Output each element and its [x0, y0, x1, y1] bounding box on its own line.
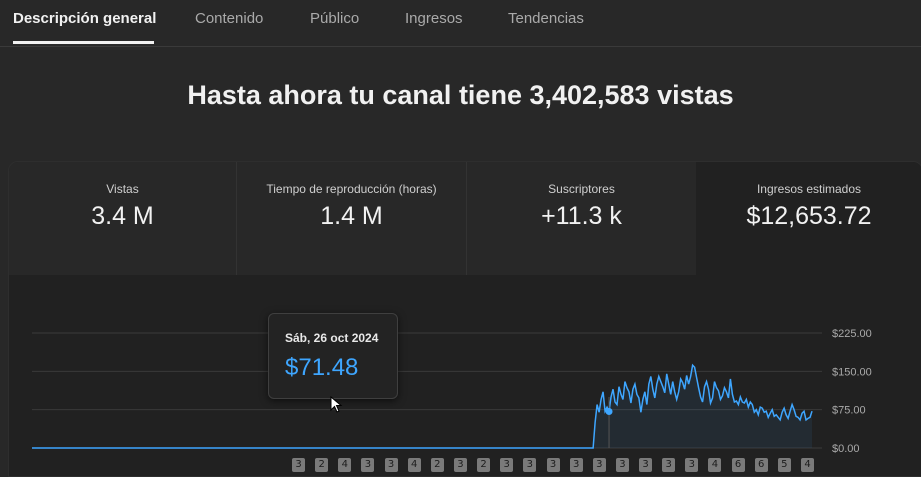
tab-revenue[interactable]: Ingresos [405, 10, 463, 27]
video-marker[interactable]: 5 [777, 458, 791, 472]
active-tab-indicator [13, 41, 154, 44]
video-marker[interactable]: 3 [546, 458, 560, 472]
metric-divider [236, 162, 237, 275]
series-area [32, 365, 812, 448]
metric-subscribers-value: +11.3 k [541, 202, 622, 230]
tab-audience[interactable]: Público [310, 10, 360, 27]
video-marker[interactable]: 2 [430, 458, 444, 472]
video-marker[interactable]: 3 [569, 458, 583, 472]
y-tick-label: $225.00 [832, 328, 872, 340]
video-marker[interactable]: 4 [801, 458, 814, 472]
metric-revenue-label: Ingresos estimados [756, 182, 862, 196]
video-marker[interactable]: 3 [292, 458, 305, 472]
video-marker[interactable]: 3 [453, 458, 467, 472]
hover-point [605, 407, 613, 415]
tab-overview[interactable]: Descripción general [13, 10, 157, 27]
video-marker[interactable]: 3 [523, 458, 537, 472]
metric-subscribers-label: Suscriptores [548, 182, 615, 196]
tab-trends[interactable]: Tendencias [508, 10, 584, 27]
metric-watch-time-value: 1.4 M [320, 202, 383, 230]
video-marker[interactable]: 2 [315, 458, 329, 472]
metric-views-value: 3.4 M [91, 202, 154, 230]
y-tick-label: $75.00 [832, 405, 866, 417]
video-marker[interactable]: 4 [407, 458, 421, 472]
tooltip-date: Sáb, 26 oct 2024 [285, 331, 379, 345]
video-marker[interactable]: 3 [639, 458, 653, 472]
metric-views[interactable]: Vistas 3.4 M [9, 162, 236, 275]
y-tick-label: $0.00 [832, 443, 860, 455]
video-marker[interactable]: 4 [708, 458, 722, 472]
tooltip-value: $71.48 [285, 354, 359, 381]
metric-divider [466, 162, 467, 275]
video-marker[interactable]: 3 [384, 458, 398, 472]
metric-watch-time-label: Tiempo de reproducción (horas) [266, 182, 437, 196]
chart-tooltip: Sáb, 26 oct 2024 $71.48 [268, 313, 398, 399]
video-marker[interactable]: 3 [592, 458, 606, 472]
video-marker[interactable]: 6 [754, 458, 768, 472]
tab-bar: Descripción general Contenido Público In… [0, 0, 921, 47]
tab-content[interactable]: Contenido [195, 10, 264, 27]
metric-views-label: Vistas [106, 182, 139, 196]
video-marker[interactable]: 3 [662, 458, 676, 472]
video-marker[interactable]: 6 [731, 458, 745, 472]
video-marker[interactable]: 3 [500, 458, 514, 472]
video-marker[interactable]: 4 [338, 458, 352, 472]
video-marker[interactable]: 2 [477, 458, 491, 472]
page-headline: Hasta ahora tu canal tiene 3,402,583 vis… [187, 80, 734, 110]
metric-watch-time[interactable]: Tiempo de reproducción (horas) 1.4 M [237, 162, 466, 275]
video-marker[interactable]: 3 [685, 458, 699, 472]
metric-revenue[interactable]: Ingresos estimados $12,653.72 [696, 162, 921, 275]
metric-subscribers[interactable]: Suscriptores +11.3 k [467, 162, 696, 275]
video-marker[interactable]: 3 [615, 458, 629, 472]
cursor-icon [330, 396, 343, 413]
video-marker[interactable]: 3 [361, 458, 375, 472]
analytics-card: Vistas 3.4 M Tiempo de reproducción (hor… [8, 161, 921, 477]
metric-revenue-value: $12,653.72 [746, 202, 872, 230]
y-tick-label: $150.00 [832, 366, 872, 378]
series-line [32, 363, 813, 449]
